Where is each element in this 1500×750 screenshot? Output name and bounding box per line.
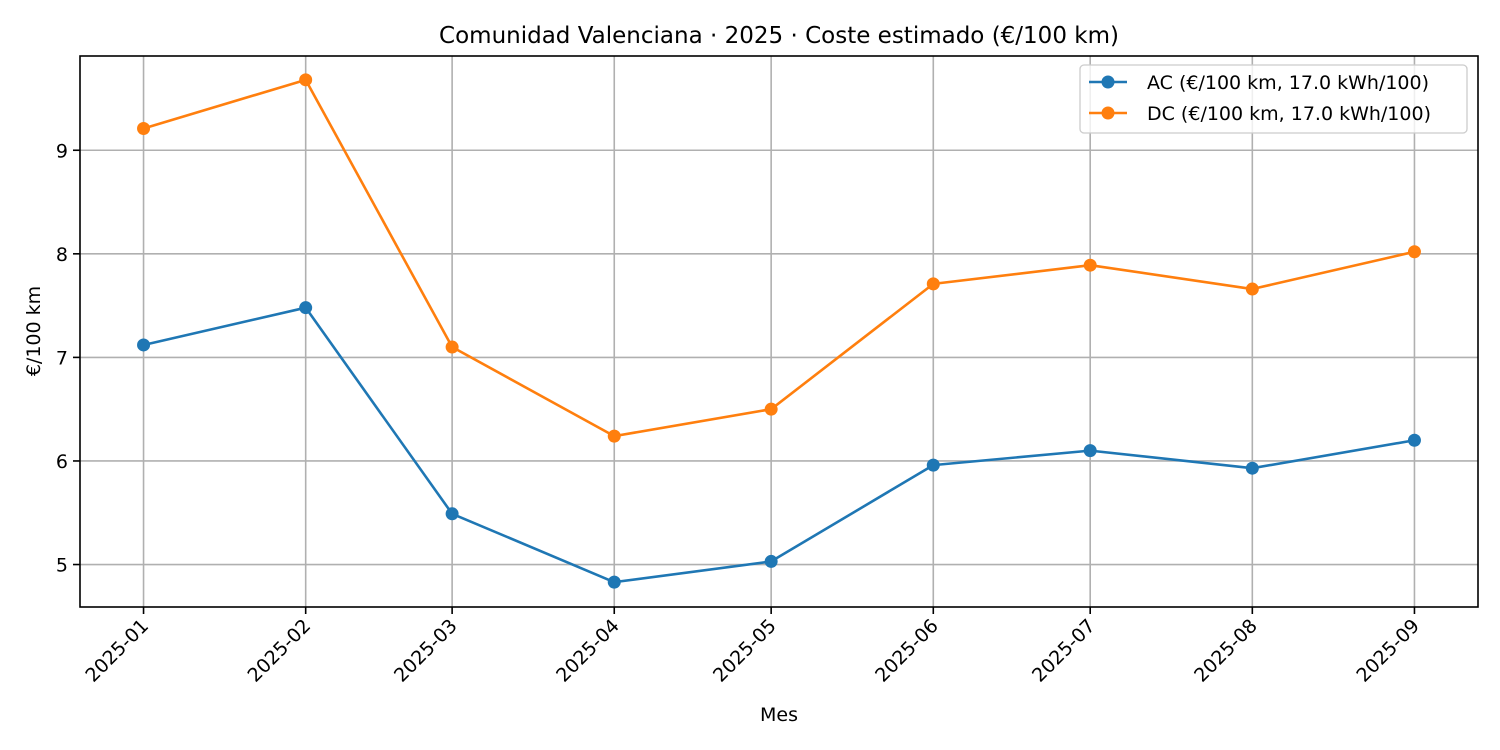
y-tick-label: 6 bbox=[56, 451, 68, 473]
data-point bbox=[1245, 461, 1259, 475]
series-dc bbox=[137, 73, 1421, 443]
series-line bbox=[143, 306, 1415, 584]
x-tick-label: 2025-09 bbox=[1352, 615, 1424, 687]
data-point bbox=[1083, 444, 1097, 458]
data-point bbox=[607, 429, 621, 443]
x-tick-label: 2025-06 bbox=[871, 615, 943, 687]
data-point bbox=[445, 340, 459, 354]
legend-frame bbox=[1079, 64, 1468, 134]
chart-title: Comunidad Valenciana · 2025 · Coste esti… bbox=[439, 23, 1119, 49]
data-point bbox=[1245, 282, 1259, 296]
y-tick-label: 7 bbox=[56, 347, 68, 369]
grid-layer bbox=[80, 56, 1478, 607]
legend-item: DC (€/100 km, 17.0 kWh/100) bbox=[1089, 103, 1431, 125]
legend-item: AC (€/100 km, 17.0 kWh/100) bbox=[1089, 72, 1429, 94]
data-point bbox=[299, 301, 313, 315]
y-tick-label: 9 bbox=[56, 140, 68, 162]
legend-swatch-marker bbox=[1101, 75, 1115, 89]
data-point bbox=[607, 575, 621, 589]
series-layer bbox=[137, 73, 1421, 589]
data-point bbox=[299, 73, 313, 87]
data-point bbox=[926, 458, 940, 472]
legend-swatch-marker bbox=[1101, 106, 1115, 120]
x-tick-label: 2025-07 bbox=[1028, 615, 1100, 687]
data-point bbox=[1407, 433, 1421, 447]
data-point bbox=[445, 507, 459, 521]
data-point bbox=[764, 554, 778, 568]
y-tick-label: 8 bbox=[56, 244, 68, 266]
legend: AC (€/100 km, 17.0 kWh/100) DC (€/100 km,… bbox=[1079, 64, 1468, 134]
data-point bbox=[926, 277, 940, 291]
x-axis-label: Mes bbox=[760, 704, 798, 726]
y-axis-label: €/100 km bbox=[23, 286, 45, 376]
data-point bbox=[137, 338, 151, 352]
data-point bbox=[1083, 258, 1097, 272]
x-tick-label: 2025-01 bbox=[81, 615, 153, 687]
x-tick-label: 2025-08 bbox=[1190, 615, 1262, 687]
y-tick-label: 5 bbox=[56, 555, 68, 577]
plot-frame bbox=[79, 55, 1479, 608]
data-point bbox=[764, 402, 778, 416]
data-point bbox=[137, 122, 151, 135]
x-tick-label: 2025-04 bbox=[552, 615, 624, 687]
legend-label: AC (€/100 km, 17.0 kWh/100) bbox=[1147, 72, 1429, 94]
x-tick-label: 2025-02 bbox=[244, 615, 316, 687]
x-tick-label: 2025-05 bbox=[709, 615, 781, 687]
data-point bbox=[1407, 245, 1421, 259]
y-axis: 5 6 7 8 9 bbox=[56, 140, 80, 577]
series-ac bbox=[137, 301, 1421, 589]
x-axis: 2025-01 2025-02 2025-03 2025-04 2025-05 2025-… bbox=[81, 607, 1424, 687]
x-tick-label: 2025-03 bbox=[390, 615, 462, 687]
legend-label: DC (€/100 km, 17.0 kWh/100) bbox=[1147, 103, 1431, 125]
